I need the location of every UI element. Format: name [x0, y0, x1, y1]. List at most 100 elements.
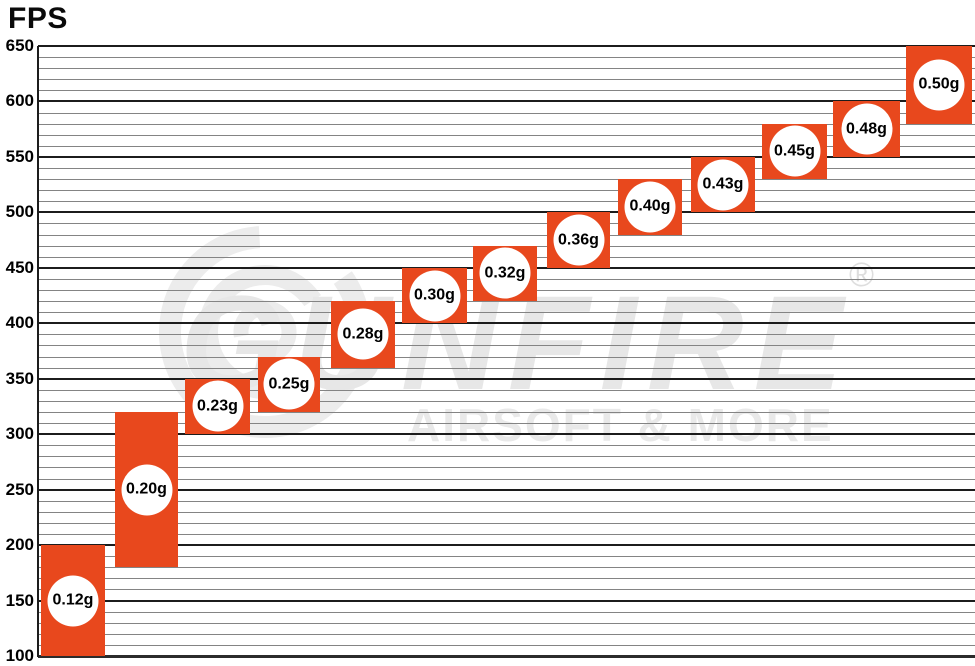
bb-weight-circle-0.40g: 0.40g — [624, 181, 676, 233]
bb-weight-label: 0.48g — [846, 120, 887, 138]
minor-grid-line-480 — [38, 234, 975, 236]
bb-weight-block-0.25g: 0.25g — [258, 356, 320, 412]
minor-grid-line-190 — [38, 556, 975, 558]
bb-weight-circle-0.50g: 0.50g — [913, 59, 965, 111]
major-grid-line-200 — [38, 544, 975, 547]
y-axis-title: FPS — [8, 2, 68, 35]
minor-grid-line-130 — [38, 622, 975, 624]
bb-weight-circle-0.30g: 0.30g — [409, 270, 460, 322]
bb-weight-circle-0.25g: 0.25g — [263, 358, 315, 410]
y-axis-label-200: 200 — [5, 535, 34, 555]
minor-grid-line-570 — [38, 134, 975, 136]
y-axis-label-250: 250 — [5, 479, 34, 499]
y-axis-label-300: 300 — [5, 424, 34, 444]
bb-weight-block-0.50g: 0.50g — [906, 46, 972, 124]
major-grid-line-650 — [38, 45, 975, 47]
y-axis-tick-labels: 100 150 200 250 300 350 400 450 500 550 600 650 — [0, 36, 34, 665]
minor-grid-line-270 — [38, 467, 975, 469]
y-axis-label-500: 500 — [5, 202, 34, 222]
bb-weight-block-0.23g: 0.23g — [185, 378, 250, 435]
major-grid-line-250 — [38, 488, 975, 491]
bb-weight-block-0.30g: 0.30g — [402, 267, 467, 324]
minor-grid-line-220 — [38, 522, 975, 524]
bb-weight-label: 0.36g — [558, 231, 599, 249]
bb-weight-label: 0.32g — [484, 264, 526, 282]
bb-weight-block-0.43g: 0.43g — [691, 156, 755, 213]
minor-grid-line-530 — [38, 179, 975, 181]
minor-grid-line-630 — [38, 68, 975, 70]
bb-weight-circle-0.28g: 0.28g — [337, 308, 389, 360]
minor-grid-line-380 — [38, 345, 975, 347]
minor-grid-line-340 — [38, 389, 975, 391]
minor-grid-line-260 — [38, 478, 975, 480]
bb-weight-circle-0.20g: 0.20g — [121, 464, 172, 516]
bb-weight-circle-0.43g: 0.43g — [697, 159, 749, 211]
bb-weight-label: 0.45g — [774, 142, 815, 160]
watermark-tagline-text: AIRSOFT & MORE — [407, 399, 834, 451]
minor-grid-line-610 — [38, 90, 975, 92]
bb-weight-block-0.36g: 0.36g — [547, 212, 610, 268]
y-axis-line — [37, 46, 39, 657]
minor-grid-line-310 — [38, 423, 975, 425]
major-grid-line-150 — [38, 599, 975, 602]
major-grid-line-400 — [38, 322, 975, 325]
registered-trademark-icon: ® — [849, 256, 875, 294]
minor-grid-line-370 — [38, 356, 975, 358]
minor-grid-line-240 — [38, 500, 975, 502]
y-axis-label-550: 550 — [5, 146, 34, 166]
minor-grid-line-280 — [38, 456, 975, 458]
minor-grid-line-170 — [38, 578, 975, 580]
major-grid-line-350 — [38, 377, 975, 380]
major-grid-line-500 — [38, 211, 975, 214]
minor-grid-line-330 — [38, 400, 975, 402]
minor-grid-line-210 — [38, 534, 975, 535]
bb-weight-label: 0.30g — [414, 286, 455, 304]
minor-grid-line-390 — [38, 334, 975, 336]
minor-grid-line-290 — [38, 445, 975, 447]
y-axis-label-400: 400 — [5, 313, 34, 333]
bb-weight-block-0.12g: 0.12g — [41, 545, 105, 656]
minor-grid-line-140 — [38, 611, 975, 613]
y-axis-label-100: 100 — [5, 646, 34, 665]
bb-weight-label: 0.25g — [268, 375, 310, 393]
y-axis-label-450: 450 — [5, 257, 34, 277]
minor-grid-line-580 — [38, 123, 975, 125]
minor-grid-line-360 — [38, 367, 975, 369]
minor-grid-line-410 — [38, 312, 975, 314]
minor-grid-line-160 — [38, 589, 975, 591]
bb-weight-block-0.48g: 0.48g — [833, 101, 900, 157]
bb-weight-label: 0.23g — [197, 397, 238, 415]
minor-grid-line-230 — [38, 511, 975, 513]
major-grid-line-300 — [38, 433, 975, 436]
major-grid-line-100 — [38, 655, 975, 658]
bb-weight-circle-0.48g: 0.48g — [841, 103, 892, 155]
bb-weight-block-0.20g: 0.20g — [115, 412, 178, 568]
minor-grid-line-620 — [38, 79, 975, 81]
minor-grid-line-640 — [38, 57, 975, 59]
minor-grid-line-590 — [38, 112, 975, 114]
bb-weight-block-0.40g: 0.40g — [618, 179, 682, 235]
major-grid-line-600 — [38, 100, 975, 103]
bb-weight-circle-0.12g: 0.12g — [47, 575, 99, 627]
bb-weight-label: 0.12g — [52, 591, 94, 609]
bb-weight-label: 0.40g — [629, 197, 671, 215]
bb-weight-block-0.45g: 0.45g — [762, 123, 827, 180]
minor-grid-line-110 — [38, 644, 975, 646]
y-axis-label-650: 650 — [5, 36, 34, 55]
minor-grid-line-320 — [38, 412, 975, 413]
bb-weight-circle-0.23g: 0.23g — [192, 380, 243, 432]
y-axis-label-600: 600 — [5, 91, 34, 111]
minor-grid-line-120 — [38, 633, 975, 635]
bb-weight-label: 0.43g — [702, 175, 744, 193]
y-axis-label-150: 150 — [5, 590, 34, 610]
bb-weight-label: 0.50g — [918, 75, 960, 93]
minor-grid-line-180 — [38, 567, 975, 569]
bb-weight-block-0.28g: 0.28g — [331, 301, 395, 368]
minor-grid-line-540 — [38, 168, 975, 169]
minor-grid-line-520 — [38, 190, 975, 192]
bb-weight-circle-0.45g: 0.45g — [769, 125, 820, 177]
bb-weight-block-0.32g: 0.32g — [473, 245, 537, 302]
bb-weight-label: 0.28g — [342, 325, 384, 343]
